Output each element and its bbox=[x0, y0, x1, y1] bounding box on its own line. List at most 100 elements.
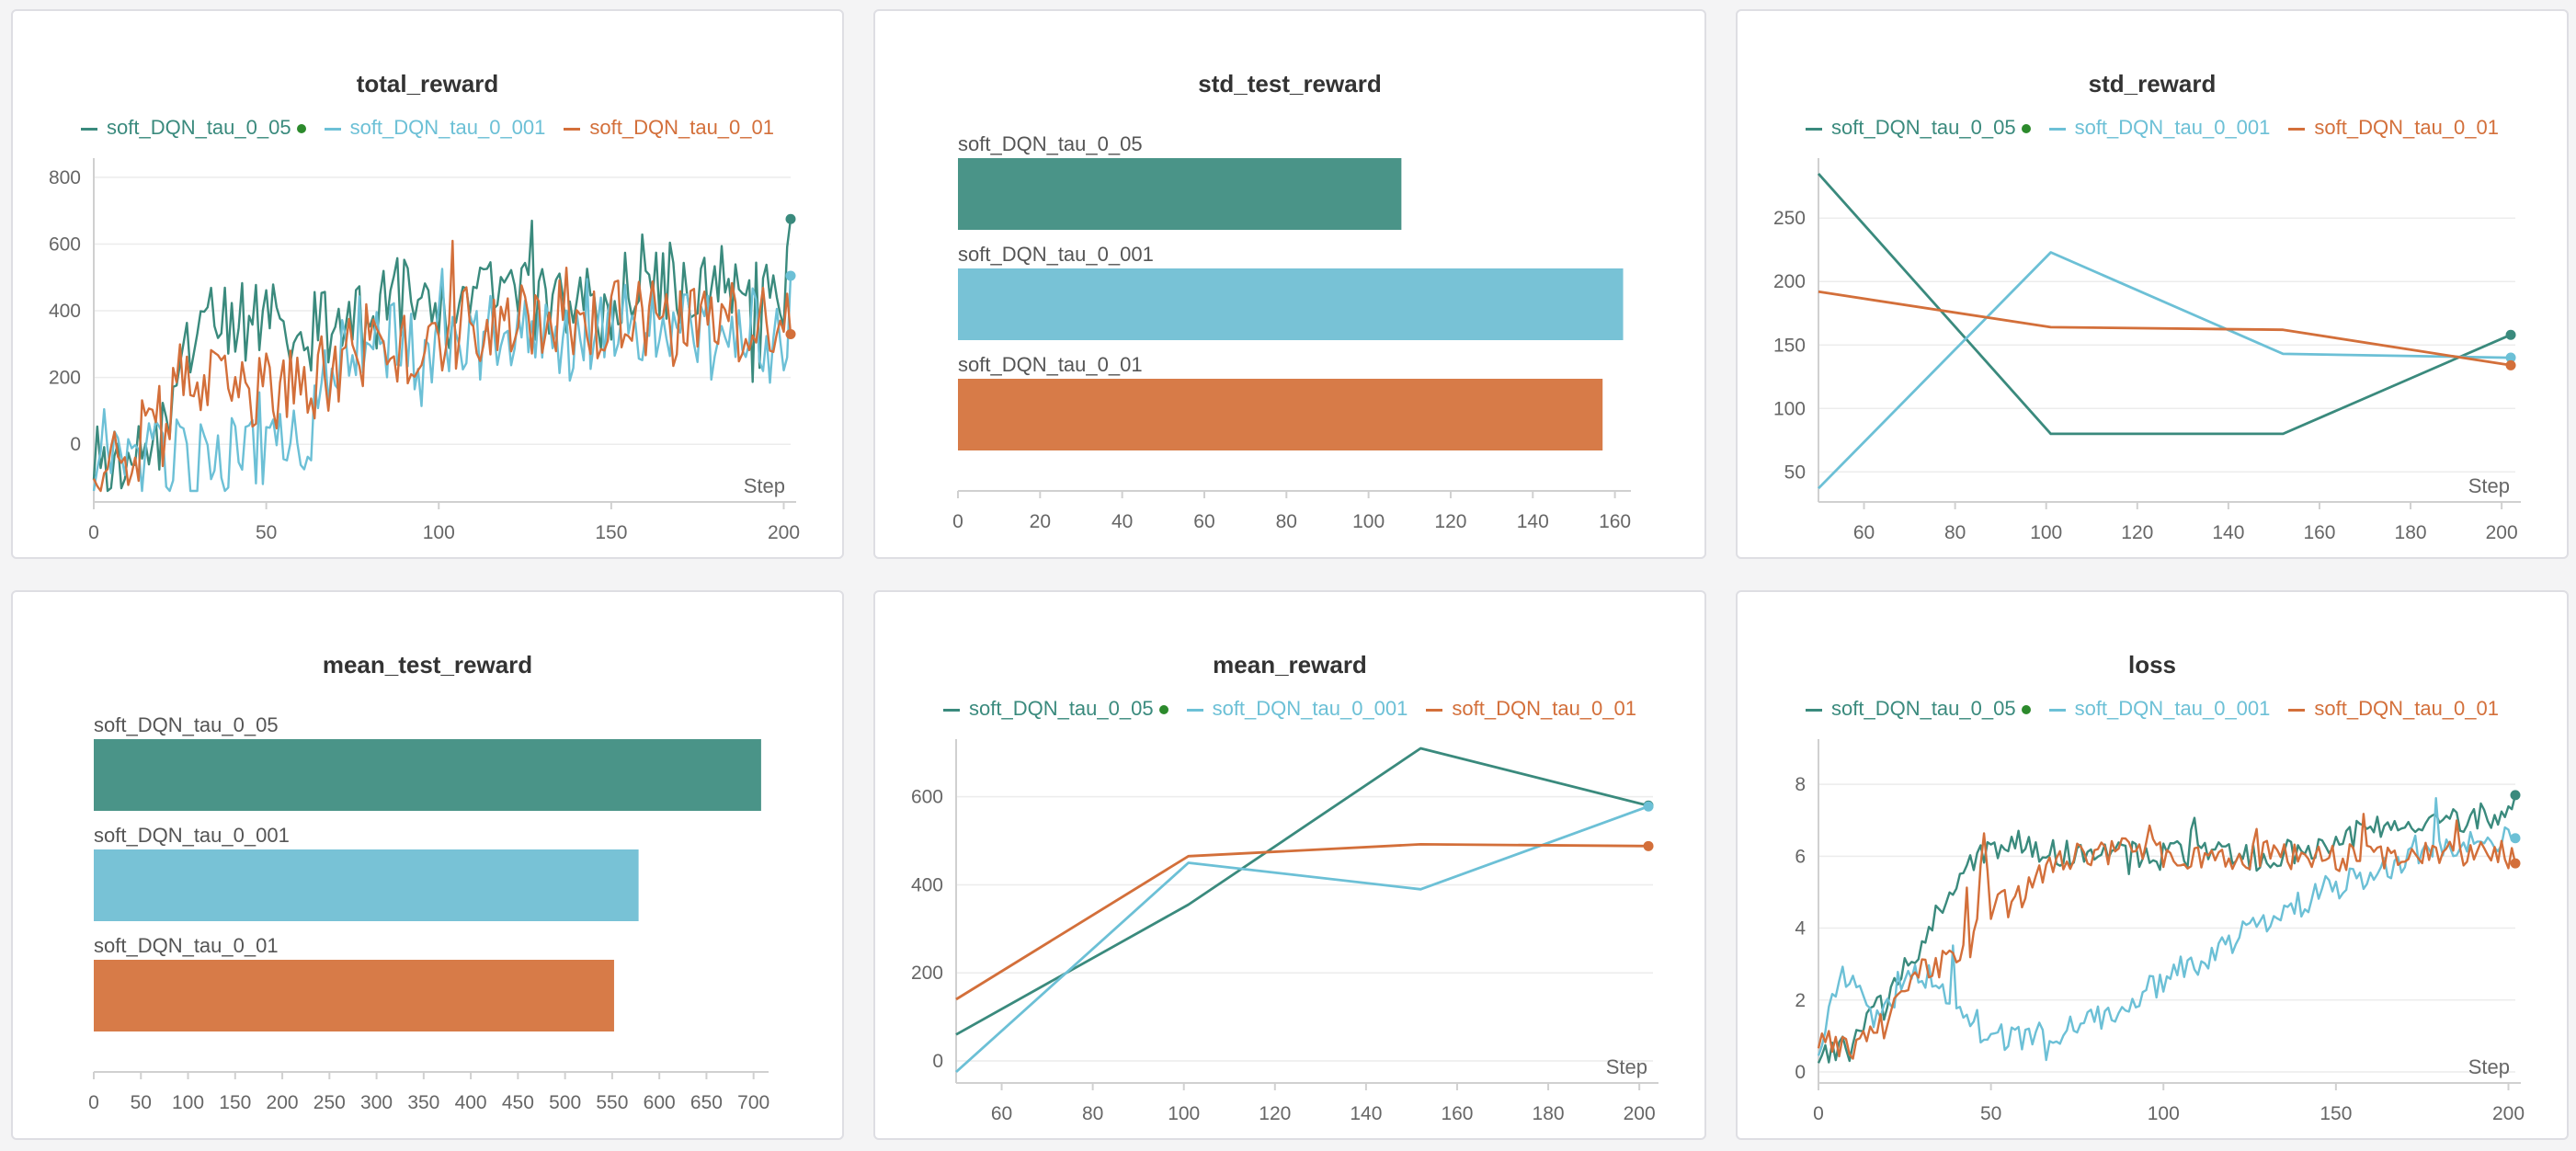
x-tick-label: 600 bbox=[644, 1092, 676, 1113]
chart-svg: soft_DQN_tau_0_05 soft_DQN_tau_0_001 soft_… bbox=[952, 132, 1631, 532]
y-tick-label: 100 bbox=[1773, 398, 1806, 419]
y-tick-label: 250 bbox=[1773, 208, 1806, 229]
legend-highlight-dot-icon bbox=[2021, 705, 2031, 715]
legend: soft_DQN_tau_0_05 soft_DQN_tau_0_001 soft_… bbox=[1738, 116, 2567, 140]
series-end-point bbox=[2505, 329, 2516, 340]
x-tick-label: 80 bbox=[1276, 511, 1297, 532]
x-tick-label: 0 bbox=[88, 1092, 99, 1113]
legend-item[interactable]: soft_DQN_tau_0_01 bbox=[2288, 697, 2499, 721]
x-tick-label: 200 bbox=[267, 1092, 299, 1113]
chart-panel-mean-reward[interactable]: mean_reward 0 200 400 600 60 80 100 120 140 160 180… bbox=[873, 590, 1706, 1140]
legend-item[interactable]: soft_DQN_tau_0_001 bbox=[1186, 697, 1408, 721]
series-line-soft-DQN-tau-0-001 bbox=[1818, 251, 2512, 490]
y-tick-label: 600 bbox=[911, 787, 943, 808]
series-line-soft-DQN-tau-0-05 bbox=[1817, 794, 2517, 1064]
legend-swatch bbox=[81, 127, 97, 131]
x-tick-label: 50 bbox=[256, 522, 277, 543]
legend-highlight-dot-icon bbox=[1158, 705, 1168, 715]
x-axis-label: Step bbox=[1606, 1055, 1647, 1078]
legend-item[interactable]: soft_DQN_tau_0_001 bbox=[2048, 697, 2271, 721]
legend-label: soft_DQN_tau_0_01 bbox=[589, 116, 774, 139]
legend-label: soft_DQN_tau_0_01 bbox=[2314, 116, 2499, 139]
legend: soft_DQN_tau_0_05 soft_DQN_tau_0_001 soft_… bbox=[1738, 697, 2567, 721]
x-tick-label: 100 bbox=[172, 1092, 204, 1113]
x-tick-label: 650 bbox=[690, 1092, 723, 1113]
x-tick-label: 100 bbox=[1352, 511, 1385, 532]
x-tick-label: 80 bbox=[1944, 522, 1966, 543]
x-tick-label: 140 bbox=[2212, 522, 2244, 543]
series-line-soft-DQN-tau-0-01 bbox=[92, 239, 792, 493]
legend-item[interactable]: soft_DQN_tau_0_05 bbox=[81, 116, 306, 140]
legend-swatch bbox=[2048, 708, 2066, 712]
legend-label: soft_DQN_tau_0_05 bbox=[969, 697, 1154, 720]
legend-swatch bbox=[943, 708, 960, 712]
x-tick-label: 550 bbox=[596, 1092, 628, 1113]
legend-item[interactable]: soft_DQN_tau_0_01 bbox=[564, 116, 774, 140]
chart-panel-std-reward[interactable]: std_reward 50 100 150 200 250 60 80 100 120 140 160… bbox=[1736, 9, 2569, 559]
legend-item[interactable]: soft_DQN_tau_0_01 bbox=[2288, 116, 2499, 140]
legend-label: soft_DQN_tau_0_05 bbox=[107, 116, 291, 139]
x-tick-label: 200 bbox=[2486, 522, 2518, 543]
chart-title: total_reward bbox=[356, 70, 499, 97]
x-axis-label: Step bbox=[2468, 1055, 2510, 1078]
series-line-soft-DQN-tau-0-01 bbox=[1818, 290, 2512, 367]
legend-label: soft_DQN_tau_0_05 bbox=[1831, 116, 2016, 139]
legend-item[interactable]: soft_DQN_tau_0_01 bbox=[1426, 697, 1636, 721]
legend-swatch bbox=[1806, 708, 1822, 712]
x-tick-label: 140 bbox=[1350, 1103, 1382, 1124]
x-tick-label: 100 bbox=[423, 522, 455, 543]
chart-svg: 0 200 400 600 60 80 100 120 140 160 180 200 Step bbox=[911, 739, 1658, 1124]
x-tick-label: 100 bbox=[1168, 1103, 1200, 1124]
y-tick-label: 50 bbox=[1784, 462, 1806, 483]
y-tick-label: 200 bbox=[49, 368, 81, 389]
legend-highlight-dot-icon bbox=[2021, 124, 2031, 134]
bar-soft-DQN-tau-0-05 bbox=[958, 158, 1402, 230]
x-tick-label: 150 bbox=[2320, 1103, 2352, 1124]
legend-label: soft_DQN_tau_0_001 bbox=[2074, 697, 2271, 720]
chart-svg: soft_DQN_tau_0_05 soft_DQN_tau_0_001 soft_… bbox=[88, 713, 769, 1113]
y-tick-label: 6 bbox=[1795, 846, 1806, 867]
legend-label: soft_DQN_tau_0_001 bbox=[2074, 116, 2271, 139]
x-tick-label: 200 bbox=[1624, 1103, 1656, 1124]
legend: soft_DQN_tau_0_05 soft_DQN_tau_0_001 soft_… bbox=[875, 697, 1704, 721]
legend-item[interactable]: soft_DQN_tau_0_05 bbox=[1806, 697, 2031, 721]
series-end-point bbox=[2505, 359, 2516, 370]
legend-item[interactable]: soft_DQN_tau_0_001 bbox=[324, 116, 545, 140]
legend-label: soft_DQN_tau_0_01 bbox=[2314, 697, 2499, 720]
series-end-point bbox=[2510, 790, 2521, 801]
legend-item[interactable]: soft_DQN_tau_0_001 bbox=[2048, 116, 2271, 140]
chart-panel-std-test-reward[interactable]: std_test_reward soft_DQN_tau_0_05 soft_DQN… bbox=[873, 9, 1706, 559]
chart-panel-total-reward[interactable]: total_reward 0 200 400 600 800 0 50 100 150 200 Ste… bbox=[11, 9, 844, 559]
x-tick-label: 150 bbox=[595, 522, 627, 543]
legend-swatch bbox=[2288, 708, 2306, 712]
y-tick-label: 8 bbox=[1795, 774, 1806, 795]
legend-swatch bbox=[2048, 127, 2066, 131]
x-tick-label: 0 bbox=[1813, 1103, 1824, 1124]
legend-swatch bbox=[1186, 708, 1203, 712]
y-tick-label: 400 bbox=[911, 874, 943, 895]
x-tick-label: 350 bbox=[407, 1092, 439, 1113]
bar-soft-DQN-tau-0-01 bbox=[958, 379, 1603, 450]
x-tick-label: 120 bbox=[1259, 1103, 1291, 1124]
series-end-point bbox=[2510, 858, 2521, 869]
bar-label: soft_DQN_tau_0_001 bbox=[958, 243, 1154, 266]
x-tick-label: 120 bbox=[1434, 511, 1466, 532]
series-end-point bbox=[1643, 801, 1654, 812]
series-line-soft-DQN-tau-0-01 bbox=[955, 842, 1649, 1001]
x-tick-label: 100 bbox=[2030, 522, 2062, 543]
y-tick-label: 0 bbox=[932, 1051, 943, 1072]
chart-svg: 0 2 4 6 8 0 50 100 150 200 Step bbox=[1795, 739, 2525, 1124]
legend-item[interactable]: soft_DQN_tau_0_05 bbox=[1806, 116, 2031, 140]
legend-swatch bbox=[564, 127, 581, 131]
x-tick-label: 0 bbox=[88, 522, 99, 543]
bar-label: soft_DQN_tau_0_05 bbox=[94, 713, 279, 736]
bar-label: soft_DQN_tau_0_01 bbox=[958, 353, 1143, 376]
x-tick-label: 160 bbox=[1441, 1103, 1473, 1124]
series-end-point bbox=[785, 328, 796, 339]
legend: soft_DQN_tau_0_05 soft_DQN_tau_0_001 soft_… bbox=[13, 116, 842, 140]
chart-panel-mean-test-reward[interactable]: mean_test_reward soft_DQN_tau_0_05 soft_DQ… bbox=[11, 590, 844, 1140]
legend-item[interactable]: soft_DQN_tau_0_05 bbox=[943, 697, 1168, 721]
chart-title: std_reward bbox=[2088, 70, 2217, 97]
legend-label: soft_DQN_tau_0_01 bbox=[1452, 697, 1636, 720]
chart-panel-loss[interactable]: loss 0 2 4 6 8 0 50 100 150 200 Step soft_DQN_tau_0_… bbox=[1736, 590, 2569, 1140]
